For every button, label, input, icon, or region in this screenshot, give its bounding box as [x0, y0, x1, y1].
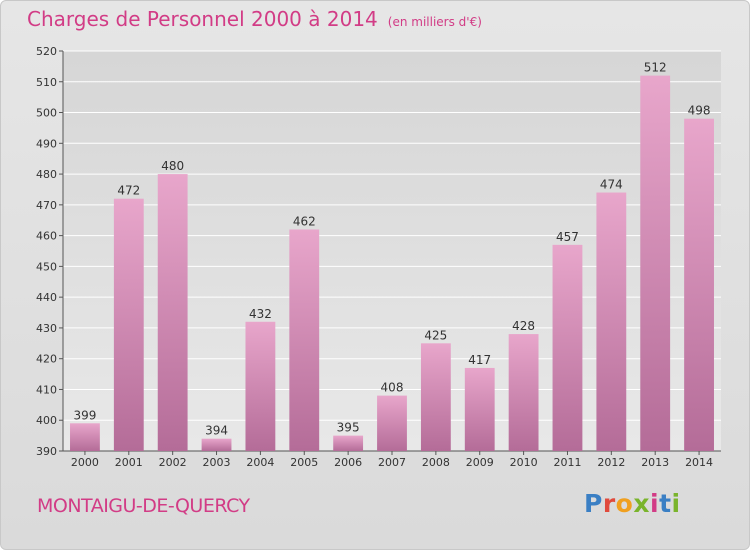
bar: [684, 118, 714, 451]
y-tick-label: 460: [36, 230, 57, 243]
data-label: 408: [381, 381, 404, 395]
x-tick-label: 2006: [334, 456, 362, 469]
bar: [377, 395, 407, 451]
y-tick-label: 440: [36, 291, 57, 304]
logo-letter: P: [584, 489, 603, 518]
bar: [70, 423, 100, 451]
x-tick-label: 2000: [71, 456, 99, 469]
y-tick-label: 410: [36, 383, 57, 396]
bar: [333, 435, 364, 451]
x-tick-label: 2010: [510, 456, 538, 469]
y-tick-label: 510: [36, 76, 57, 89]
logo-letter: t: [659, 489, 672, 518]
data-label: 512: [644, 61, 667, 75]
y-tick-label: 500: [36, 107, 57, 120]
bar: [113, 198, 144, 451]
data-label: 480: [161, 159, 184, 173]
x-tick-label: 2014: [685, 456, 713, 469]
data-label: 417: [468, 353, 491, 367]
y-tick-label: 390: [36, 445, 57, 458]
chart-title-text: Charges de Personnel 2000 à 2014: [27, 7, 378, 31]
y-tick-label: 400: [36, 414, 57, 427]
data-label: 399: [73, 408, 96, 422]
chart-unit: (en milliers d'€): [387, 15, 482, 29]
bar: [508, 334, 539, 451]
y-tick-label: 490: [36, 137, 57, 150]
data-label: 428: [512, 319, 535, 333]
x-tick-label: 2008: [422, 456, 450, 469]
x-tick-label: 2009: [466, 456, 494, 469]
logo-letter: i: [650, 489, 660, 518]
x-tick-label: 2013: [641, 456, 669, 469]
y-tick-label: 520: [36, 45, 57, 58]
logo-letter: x: [633, 489, 650, 518]
y-tick-label: 470: [36, 199, 57, 212]
x-tick-label: 2003: [203, 456, 231, 469]
x-tick-label: 2011: [553, 456, 581, 469]
proxiti-logo: Proxiti: [584, 489, 681, 518]
data-label: 394: [205, 424, 228, 438]
data-label: 425: [424, 328, 447, 342]
y-tick-label: 420: [36, 353, 57, 366]
bar: [201, 438, 232, 451]
x-tick-label: 2001: [115, 456, 143, 469]
bar: [552, 244, 583, 451]
bar: [157, 174, 188, 452]
logo-letter: o: [615, 489, 634, 518]
bar: [596, 192, 627, 452]
data-label: 462: [293, 214, 316, 228]
x-tick-label: 2012: [597, 456, 625, 469]
data-label: 457: [556, 230, 579, 244]
chart-title: Charges de Personnel 2000 à 2014 (en mill…: [27, 7, 482, 31]
x-tick-label: 2007: [378, 456, 406, 469]
bar: [245, 321, 276, 451]
y-tick-label: 430: [36, 322, 57, 335]
data-label: 498: [688, 104, 711, 118]
bar: [464, 367, 495, 451]
x-tick-label: 2002: [159, 456, 187, 469]
logo-letter: i: [671, 489, 681, 518]
logo-letter: r: [602, 489, 616, 518]
city-name: MONTAIGU-DE-QUERCY: [37, 495, 250, 517]
bar: [289, 229, 320, 451]
data-label: 474: [600, 178, 623, 192]
y-tick-label: 450: [36, 260, 57, 273]
bar: [640, 75, 671, 451]
data-label: 395: [337, 421, 360, 435]
bar: [420, 343, 451, 451]
x-tick-label: 2005: [290, 456, 318, 469]
data-label: 472: [117, 184, 140, 198]
x-tick-label: 2004: [246, 456, 274, 469]
data-label: 432: [249, 307, 272, 321]
y-tick-label: 480: [36, 168, 57, 181]
